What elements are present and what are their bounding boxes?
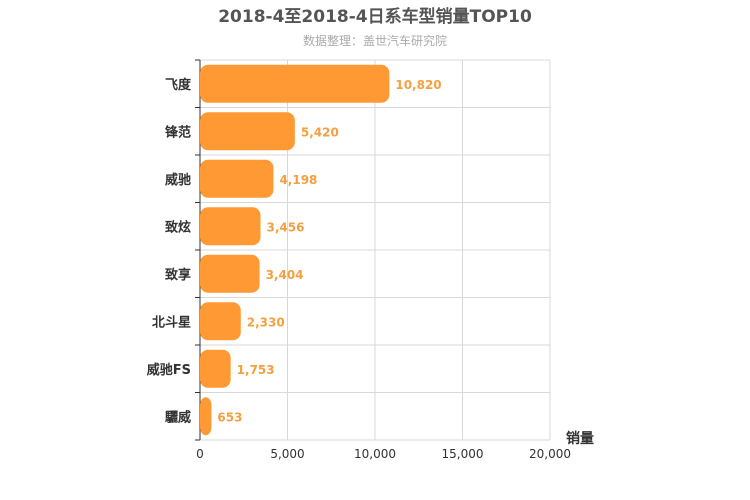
x-tick-label: 0: [196, 447, 204, 461]
bar: [200, 159, 274, 198]
bar: [200, 397, 212, 436]
bar: [200, 349, 231, 388]
value-label: 3,456: [266, 220, 304, 234]
x-axis-ticks: 0 5,000 10,000 15,000 20,000: [196, 447, 571, 461]
value-label: 1,753: [237, 363, 275, 377]
category-label: 驪威: [165, 409, 191, 425]
value-label: 10,820: [395, 78, 441, 92]
value-label: 3,404: [266, 268, 304, 282]
bar: [200, 64, 390, 103]
chart-subtitle: 数据整理：盖世汽车研究院: [303, 33, 447, 48]
category-label: 威驰: [165, 172, 191, 188]
x-tick-label: 10,000: [354, 447, 396, 461]
x-axis-title: 销量: [566, 430, 594, 447]
x-tick-label: 5,000: [270, 447, 304, 461]
x-tick-label: 20,000: [529, 447, 571, 461]
bar: [200, 302, 241, 341]
bar: [200, 254, 260, 293]
category-label: 飞度: [165, 77, 192, 93]
category-label: 致炫: [165, 219, 191, 235]
bars: [200, 64, 390, 436]
value-label: 653: [217, 410, 242, 424]
value-label: 5,420: [301, 125, 339, 139]
value-label: 2,330: [247, 315, 285, 329]
category-label: 北斗星: [152, 315, 191, 330]
value-label: 4,198: [279, 173, 317, 187]
category-label: 致享: [165, 267, 191, 283]
labels: 飞度 10,820 锋范 5,420 威驰 4,198 致炫 3,456 致享 3,404 北斗星 2…: [147, 77, 442, 426]
category-label: 威驰FS: [147, 362, 191, 378]
bar: [200, 112, 295, 151]
bar: [200, 207, 261, 246]
chart-title: 2018-4至2018-4日系车型销量TOP10: [218, 6, 532, 27]
x-tick-label: 15,000: [442, 447, 484, 461]
category-label: 锋范: [165, 124, 191, 140]
